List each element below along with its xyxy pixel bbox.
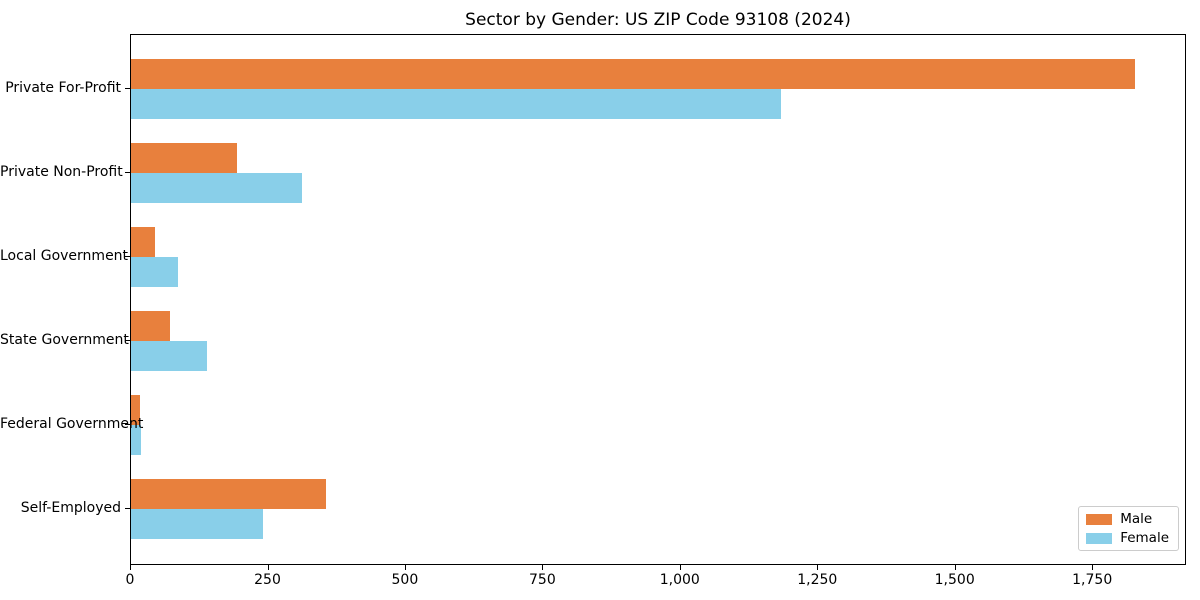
- chart-title: Sector by Gender: US ZIP Code 93108 (202…: [465, 10, 851, 30]
- x-tick-label-1250: 1,250: [797, 572, 838, 588]
- x-tick-label-750: 750: [529, 572, 556, 588]
- plot-area: Male Female: [130, 34, 1186, 565]
- y-tick-label-state-government: State Government: [0, 332, 129, 348]
- x-tick-mark-0: [130, 565, 131, 570]
- y-tick-mark-private-for-profit: [125, 88, 130, 89]
- x-tick-mark-750: [542, 565, 544, 570]
- legend-label-female: Female: [1120, 530, 1169, 546]
- x-tick-mark-1000: [679, 565, 681, 570]
- y-tick-label-self-employed: Self-Employed: [20, 500, 121, 516]
- y-tick-mark-local-government: [125, 256, 130, 257]
- legend-label-male: Male: [1120, 511, 1153, 527]
- bar-male-self-employed: [131, 479, 326, 509]
- x-tick-label-0: 0: [125, 572, 135, 588]
- bar-male-state-government: [131, 311, 170, 341]
- x-tick-mark-500: [404, 565, 406, 570]
- x-tick-label-1000: 1,000: [659, 572, 700, 588]
- y-tick-mark-self-employed: [125, 508, 130, 509]
- bar-female-private-for-profit: [131, 89, 782, 119]
- x-tick-mark-1500: [954, 565, 956, 570]
- y-tick-mark-state-government: [125, 340, 130, 341]
- bar-male-local-government: [131, 227, 155, 257]
- x-tick-label-500: 500: [391, 572, 419, 588]
- y-tick-mark-federal-government: [125, 424, 130, 425]
- x-tick-label-250: 250: [254, 572, 281, 588]
- y-tick-mark-private-non-profit: [125, 172, 130, 173]
- legend-swatch-female: [1086, 532, 1113, 544]
- y-tick-label-private-for-profit: Private For-Profit: [5, 80, 121, 96]
- legend-swatch-male: [1086, 513, 1113, 525]
- y-tick-label-federal-government: Federal Government: [0, 416, 144, 432]
- bar-female-local-government: [131, 257, 178, 287]
- x-tick-mark-250: [267, 565, 269, 570]
- bar-female-self-employed: [131, 509, 263, 539]
- bar-male-private-non-profit: [131, 143, 237, 173]
- bar-female-federal-government: [131, 425, 141, 455]
- legend: Male Female: [1078, 506, 1179, 551]
- x-tick-mark-1750: [1092, 565, 1094, 570]
- x-tick-label-1500: 1,500: [934, 572, 975, 588]
- bar-male-federal-government: [131, 395, 140, 425]
- y-tick-label-private-non-profit: Private Non-Profit: [0, 164, 123, 180]
- bar-female-state-government: [131, 341, 208, 371]
- bar-male-private-for-profit: [131, 59, 1135, 89]
- y-tick-label-local-government: Local Government: [0, 248, 129, 264]
- legend-entry-female: Female: [1086, 531, 1169, 545]
- x-tick-mark-1250: [817, 565, 819, 570]
- x-tick-label-1750: 1,750: [1072, 572, 1113, 588]
- bar-female-private-non-profit: [131, 173, 302, 203]
- legend-entry-male: Male: [1086, 512, 1169, 526]
